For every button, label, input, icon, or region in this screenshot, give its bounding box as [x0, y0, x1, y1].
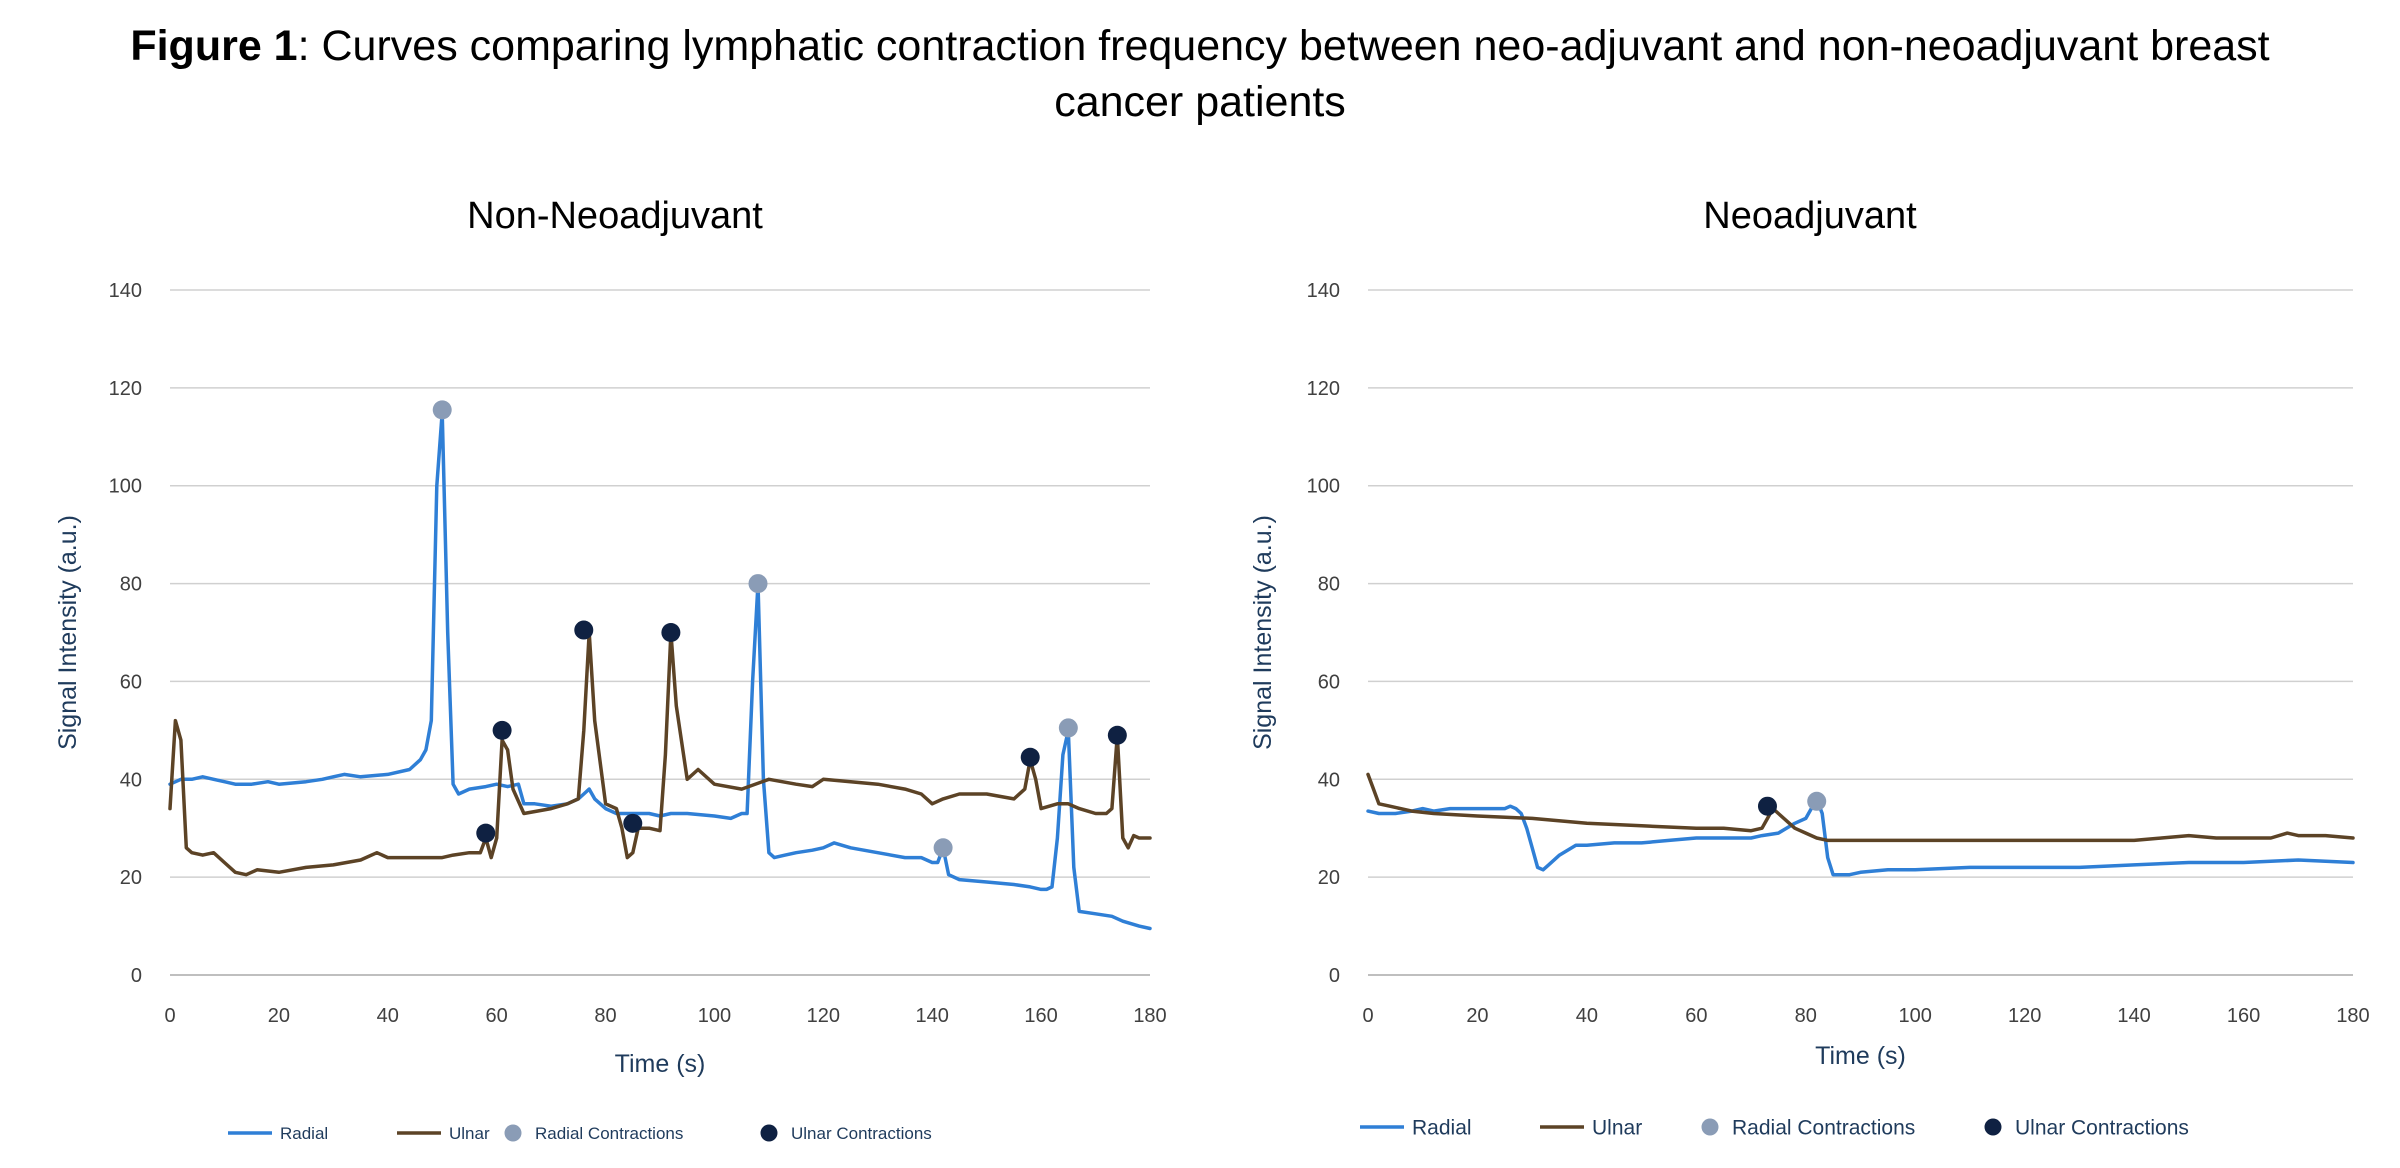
x-tick-label: 180: [2336, 1005, 2369, 1027]
y-tick-label: 40: [1318, 769, 1340, 791]
x-tick-label: 180: [1133, 1005, 1166, 1027]
contraction-marker-ulnar: [1107, 725, 1127, 745]
x-tick-label: 40: [377, 1005, 399, 1027]
legend-label-radial-contractions: Radial Contractions: [535, 1124, 683, 1143]
legend-label-radial: Radial: [280, 1124, 328, 1143]
x-tick-label: 60: [486, 1005, 508, 1027]
series-line-ulnar: [168, 630, 1152, 877]
contraction-marker-radial: [748, 574, 768, 594]
legend-label-ulnar-contractions: Ulnar Contractions: [2015, 1117, 2189, 1140]
y-tick-label: 140: [109, 280, 142, 302]
contraction-marker-radial: [432, 400, 452, 420]
y-tick-label: 80: [1318, 574, 1340, 596]
legend-swatch-radial-contractions: [1701, 1118, 1719, 1136]
legend-label-ulnar-contractions: Ulnar Contractions: [791, 1124, 932, 1143]
x-axis-title: Time (s): [615, 1050, 706, 1078]
y-tick-label: 60: [120, 671, 142, 693]
legend-label-radial: Radial: [1412, 1117, 1472, 1140]
y-axis-title: Signal Intensity (a.u.): [54, 515, 82, 750]
x-tick-label: 40: [1576, 1005, 1598, 1027]
y-tick-label: 80: [120, 574, 142, 596]
y-tick-label: 0: [1329, 965, 1340, 987]
x-tick-label: 160: [2227, 1005, 2260, 1027]
chart-title: Non-Neoadjuvant: [467, 195, 763, 237]
chart-neoadjuvant: Neoadjuvant 0 20 40 60 80 100 120 140 0 20 40 60 80 10…: [1249, 195, 2370, 1140]
contraction-marker-radial: [1058, 718, 1078, 738]
contraction-marker-ulnar: [1020, 747, 1040, 767]
legend-label-radial-contractions: Radial Contractions: [1732, 1117, 1915, 1140]
contraction-marker-ulnar: [623, 813, 643, 833]
figure-caption: Figure 1: Curves comparing lymphatic con…: [60, 18, 2340, 130]
chart-title: Neoadjuvant: [1703, 195, 1917, 237]
contraction-marker-ulnar: [574, 620, 594, 640]
y-tick-label: 40: [120, 769, 142, 791]
chart-non-neoadjuvant: Non-Neoadjuvant 0 20 40 60 80 100 120 140 0 20 40 60…: [54, 195, 1167, 1143]
y-tick-label: 0: [131, 965, 142, 987]
series-line-radial: [1366, 797, 2355, 877]
x-tick-label: 20: [268, 1005, 290, 1027]
x-tick-label: 0: [164, 1005, 175, 1027]
x-axis-title: Time (s): [1815, 1042, 1906, 1070]
legend-swatch-radial-contractions: [504, 1124, 522, 1142]
x-tick-label: 0: [1362, 1005, 1373, 1027]
contraction-marker-ulnar: [476, 823, 496, 843]
y-tick-label: 100: [109, 476, 142, 498]
legend-swatch-ulnar-contractions: [1984, 1118, 2002, 1136]
y-axis-title: Signal Intensity (a.u.): [1249, 515, 1277, 750]
contraction-marker-radial: [1807, 791, 1827, 811]
x-tick-label: 20: [1466, 1005, 1488, 1027]
x-tick-label: 140: [2117, 1005, 2150, 1027]
y-tick-label: 120: [1307, 378, 1340, 400]
x-tick-label: 160: [1024, 1005, 1057, 1027]
legend-label-ulnar: Ulnar: [449, 1124, 490, 1143]
x-tick-label: 100: [1899, 1005, 1932, 1027]
y-tick-label: 20: [120, 867, 142, 889]
x-tick-label: 100: [698, 1005, 731, 1027]
x-tick-label: 120: [2008, 1005, 2041, 1027]
series-line-ulnar: [1366, 772, 2355, 843]
figure-label: Figure 1: [130, 22, 298, 70]
y-tick-label: 120: [109, 378, 142, 400]
legend-swatch-ulnar-contractions: [760, 1124, 778, 1142]
y-tick-label: 140: [1307, 280, 1340, 302]
x-tick-label: 80: [594, 1005, 616, 1027]
y-tick-label: 60: [1318, 671, 1340, 693]
figure-caption-text: : Curves comparing lymphatic contraction…: [297, 22, 2270, 126]
contraction-marker-radial: [933, 838, 953, 858]
x-tick-label: 140: [916, 1005, 949, 1027]
contraction-marker-ulnar: [661, 623, 681, 642]
legend-label-ulnar: Ulnar: [1592, 1117, 1642, 1140]
x-tick-label: 60: [1685, 1005, 1707, 1027]
y-tick-label: 20: [1318, 867, 1340, 889]
x-tick-label: 120: [807, 1005, 840, 1027]
contraction-marker-ulnar: [492, 720, 512, 740]
x-tick-label: 80: [1795, 1005, 1817, 1027]
series-line-radial: [168, 410, 1152, 931]
contraction-marker-ulnar: [1757, 796, 1777, 816]
y-tick-label: 100: [1307, 476, 1340, 498]
